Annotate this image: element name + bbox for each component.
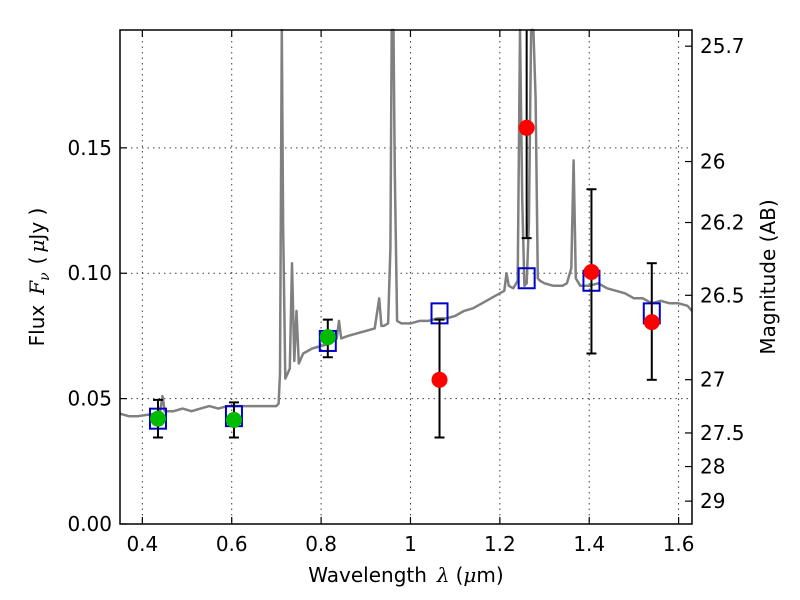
x-tick-label: 0.6	[216, 532, 248, 556]
x-axis-unit-rest: m)	[476, 563, 503, 587]
x-axis-unit-mu: μ	[463, 563, 476, 587]
y-axis-unit-rest: Jy )	[25, 208, 49, 242]
observed-points-layer	[149, 119, 660, 428]
model-photometry-layer	[148, 267, 661, 430]
y-tick-label: 0.05	[67, 387, 112, 411]
y-axis-label-text: Flux	[25, 305, 49, 347]
x-axis-label-text: Wavelength	[308, 563, 427, 587]
x-tick-label: 1.4	[573, 532, 605, 556]
optical-data-point	[319, 329, 336, 346]
right-tick-label: 26.5	[700, 283, 745, 307]
y-axis-symbol: F	[25, 280, 49, 296]
x-tick-label: 0.8	[305, 532, 337, 556]
y-tick-label: 0.10	[67, 261, 112, 285]
x-tick-label: 1	[404, 532, 417, 556]
right-tick-label: 26.2	[700, 211, 745, 235]
y-axis-unit-open: (	[25, 257, 49, 265]
errorbar-layer	[152, 30, 657, 439]
right-tick-label: 25.7	[700, 34, 745, 58]
axis-ticks: 0.4 0.6 0.8 1 1.2 1.4 1.6 0.00 0.05 0.10 0.15 25.7 2…	[67, 30, 745, 556]
right-tick-label: 29	[700, 489, 725, 513]
right-tick-label: 26	[700, 150, 725, 174]
nir-data-point	[583, 263, 600, 280]
x-tick-label: 1.2	[484, 532, 516, 556]
y-tick-label: 0.15	[67, 136, 112, 160]
right-tick-label: 28	[700, 455, 725, 479]
model-photometry-square	[517, 267, 536, 290]
right-tick-label: 27.5	[700, 421, 745, 445]
optical-data-point	[225, 411, 242, 428]
nir-data-point	[431, 371, 448, 388]
x-tick-label: 0.4	[126, 532, 158, 556]
y-axis-unit-mu: μ	[25, 240, 49, 253]
right-axis-label: Magnitude (AB)	[756, 199, 780, 354]
x-axis-unit-open: (	[456, 563, 464, 587]
right-tick-label: 27	[700, 368, 725, 392]
y-axis-label: Flux Fν ( μJy )	[25, 208, 53, 347]
plot-frame	[119, 29, 693, 525]
optical-data-point	[149, 410, 166, 427]
y-axis-symbol-sub: ν	[37, 272, 53, 281]
grid	[120, 30, 692, 524]
nir-data-point	[643, 314, 660, 331]
nir-data-point	[518, 119, 535, 136]
model-spectrum-layer	[119, 28, 693, 418]
model-spectrum-line	[119, 28, 693, 418]
x-axis-symbol: λ	[436, 563, 450, 587]
x-tick-label: 1.6	[663, 532, 695, 556]
x-axis-label: Wavelength λ (μm)	[308, 563, 503, 587]
y-tick-label: 0.00	[67, 512, 112, 536]
